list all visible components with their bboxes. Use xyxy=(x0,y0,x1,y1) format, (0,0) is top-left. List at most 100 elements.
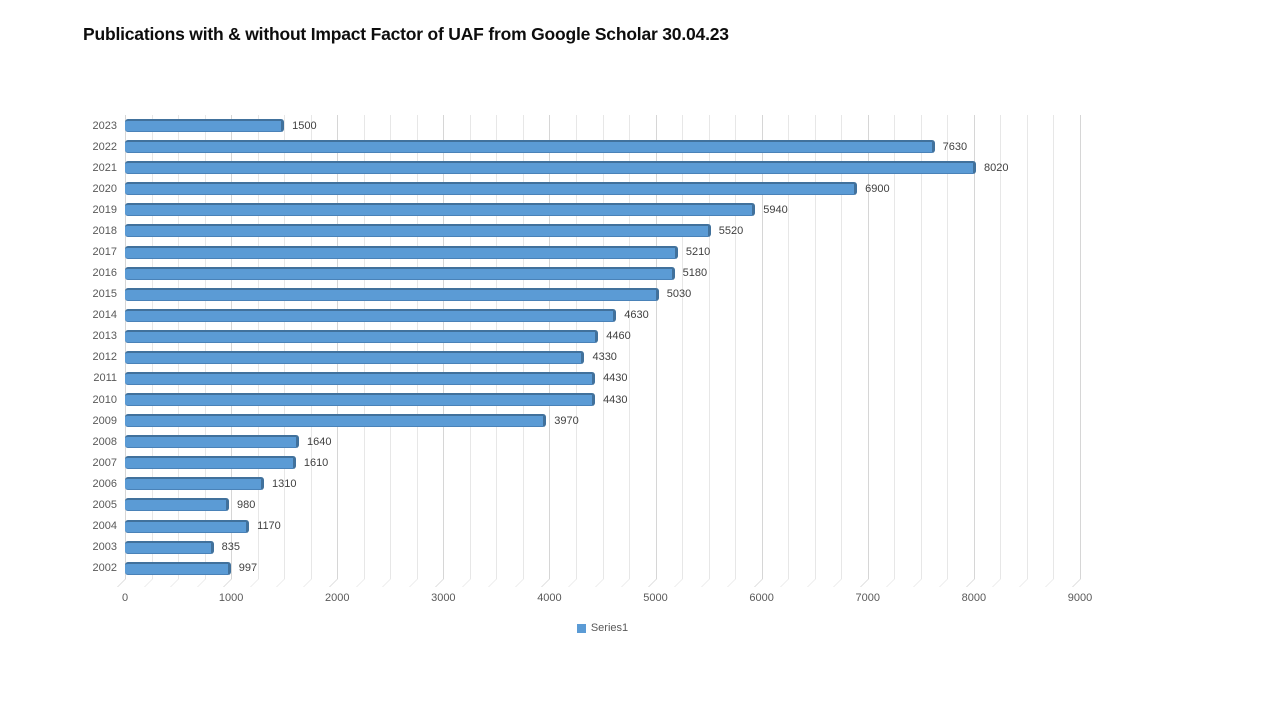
gridline-foot xyxy=(674,579,684,587)
gridline-foot xyxy=(780,579,790,587)
gridline-foot xyxy=(143,579,153,587)
major-gridline xyxy=(965,115,975,587)
bar-2016 xyxy=(125,266,675,280)
data-label: 3970 xyxy=(554,414,579,427)
minor-gridline xyxy=(780,115,790,587)
gridline-foot xyxy=(753,579,763,587)
gridline-foot xyxy=(727,579,737,587)
x-axis-tick-label: 0 xyxy=(121,592,129,604)
major-gridline xyxy=(753,115,763,587)
minor-gridline xyxy=(1018,115,1028,587)
gridline-foot xyxy=(435,579,445,587)
data-label: 1170 xyxy=(257,520,281,533)
minor-gridline xyxy=(833,115,843,587)
y-axis-label: 2013 xyxy=(92,330,117,343)
bar-2013 xyxy=(125,329,599,343)
y-axis-label: 2010 xyxy=(92,393,117,406)
bar-2019 xyxy=(125,203,756,217)
data-label: 1610 xyxy=(303,456,329,469)
y-axis-label: 2003 xyxy=(92,541,117,554)
gridline-foot xyxy=(1072,579,1081,587)
data-label: 8020 xyxy=(984,161,1009,174)
minor-gridline xyxy=(886,115,896,587)
gridline-foot xyxy=(541,579,551,587)
major-gridline xyxy=(435,115,445,587)
bar-row: 4630 xyxy=(125,305,1080,326)
major-gridline xyxy=(647,115,657,587)
gridline-foot xyxy=(886,579,896,587)
bar-row: 997 xyxy=(125,558,1080,579)
y-axis-label: 2005 xyxy=(92,498,117,511)
y-axis-label: 2020 xyxy=(92,182,117,195)
gridline-foot xyxy=(276,579,286,587)
chart-title: Publications with & without Impact Facto… xyxy=(83,24,729,44)
major-gridline xyxy=(541,115,551,587)
minor-gridline xyxy=(408,115,418,587)
x-axis-tick-label: 9000 xyxy=(1067,592,1093,604)
legend-swatch-icon xyxy=(576,623,586,633)
bar-row: 5940 xyxy=(125,199,1080,220)
gridline-foot xyxy=(806,579,816,587)
bar-row: 8020 xyxy=(125,157,1080,178)
data-label: 4430 xyxy=(603,372,628,385)
gridline-foot xyxy=(302,579,312,587)
minor-gridline xyxy=(461,115,471,587)
gridline-foot xyxy=(223,579,233,587)
y-axis-label: 2009 xyxy=(92,414,117,427)
y-axis-label: 2018 xyxy=(92,224,117,237)
gridline-foot xyxy=(594,579,604,587)
bar-row: 1310 xyxy=(125,473,1080,494)
bar-2014 xyxy=(125,308,617,322)
minor-gridline xyxy=(382,115,392,587)
gridline-foot xyxy=(965,579,975,587)
bar-row: 5210 xyxy=(125,241,1080,262)
bar-row: 1170 xyxy=(125,515,1080,536)
x-axis-tick-label: 8000 xyxy=(961,592,987,604)
minor-gridline xyxy=(143,115,153,587)
bar-row: 5180 xyxy=(125,263,1080,284)
gridline-foot xyxy=(833,579,843,587)
bar-2020 xyxy=(125,182,858,196)
gridline-foot xyxy=(382,579,392,587)
x-axis-tick-label: 3000 xyxy=(431,592,456,604)
minor-gridline xyxy=(567,115,577,587)
data-label: 5520 xyxy=(718,224,744,237)
y-axis-labels: 2023 2022 2021 2020 2019 2018 2017 2016 2015 2014… xyxy=(0,115,117,579)
bar-2022 xyxy=(125,140,935,154)
gridline-foot xyxy=(621,579,631,587)
bar-2007 xyxy=(125,456,296,470)
bar-2021 xyxy=(125,161,976,175)
gridline-foot xyxy=(939,579,949,587)
legend-label: Series1 xyxy=(590,622,629,634)
gridline-foot xyxy=(408,579,418,587)
minor-gridline xyxy=(674,115,684,587)
y-axis-label: 2011 xyxy=(93,372,117,385)
bar-row: 835 xyxy=(125,537,1080,558)
bar-row: 5030 xyxy=(125,284,1080,305)
minor-gridline xyxy=(1045,115,1055,587)
bar-row: 1500 xyxy=(125,115,1080,136)
bar-row: 980 xyxy=(125,494,1080,515)
bar-2012 xyxy=(125,350,585,364)
x-axis-tick-label: 6000 xyxy=(749,592,774,604)
data-label: 4430 xyxy=(603,393,628,406)
y-axis-label: 2014 xyxy=(92,309,117,322)
gridline-foot xyxy=(461,579,471,587)
y-axis-label: 2022 xyxy=(92,140,117,153)
minor-gridline xyxy=(196,115,206,587)
gridline-foot xyxy=(170,579,180,587)
bar-row: 6900 xyxy=(125,178,1080,199)
data-label: 997 xyxy=(238,562,258,575)
gridline-foot xyxy=(196,579,206,587)
gridline-foot xyxy=(859,579,869,587)
bar-2005 xyxy=(125,498,229,512)
bar-row: 4460 xyxy=(125,326,1080,347)
major-gridline xyxy=(329,115,339,587)
data-label: 4330 xyxy=(592,351,617,364)
bar-row: 7630 xyxy=(125,136,1080,157)
minor-gridline xyxy=(514,115,524,587)
minor-gridline xyxy=(488,115,498,587)
y-axis-label: 2015 xyxy=(92,288,117,301)
y-axis-label: 2017 xyxy=(92,246,117,258)
legend: Series1 xyxy=(125,622,1080,634)
